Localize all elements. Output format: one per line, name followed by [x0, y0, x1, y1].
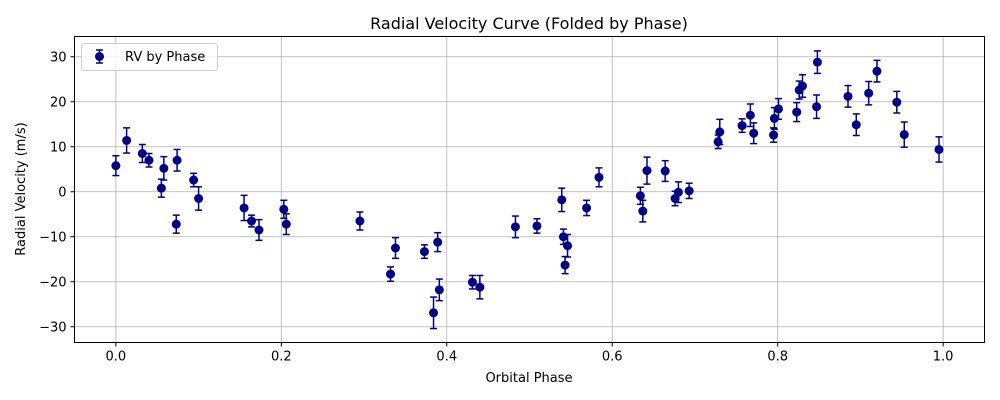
error-bars [112, 50, 943, 330]
data-point [159, 163, 169, 173]
data-point [510, 222, 520, 232]
data-point [419, 247, 429, 257]
data-point [239, 203, 249, 213]
data-point [582, 203, 592, 213]
data-point [769, 113, 779, 123]
data-point [558, 232, 568, 242]
data-point [872, 66, 882, 76]
data-point [434, 285, 444, 295]
x-tick-label: 0.6 [602, 350, 623, 365]
data-point [749, 128, 759, 138]
y-tick-label: 30 [50, 50, 67, 65]
y-tick-label: 10 [50, 140, 67, 155]
data-point [934, 144, 944, 154]
legend-box [81, 43, 218, 71]
data-point [792, 107, 802, 117]
legend-marker-icon [95, 52, 104, 61]
data-point [892, 97, 902, 107]
data-point [172, 155, 182, 165]
legend-label: RV by Phase [125, 50, 205, 65]
data-point [122, 135, 132, 145]
data-point [254, 225, 264, 235]
y-tick-label: −30 [39, 320, 66, 335]
data-point [475, 282, 485, 292]
data-point [812, 102, 822, 112]
plot-frame [74, 36, 985, 343]
data-point [194, 194, 204, 203]
data-point [189, 175, 199, 185]
data-point [156, 183, 166, 193]
x-tick-label: 0.8 [767, 350, 788, 365]
data-point [673, 187, 683, 197]
data-point [642, 166, 652, 176]
data-point [247, 216, 257, 226]
x-tick-label: 0.4 [436, 350, 457, 365]
data-point [355, 216, 365, 226]
x-axis-ticks: 0.0 0.2 0.4 0.6 0.8 1.0 [106, 342, 954, 365]
data-point [429, 308, 439, 318]
y-axis-ticks: −30 −20 −10 0 10 20 30 [39, 50, 75, 335]
data-point [899, 130, 909, 140]
x-tick-label: 0.0 [106, 350, 127, 365]
y-axis-label: Radial Velocity (m/s) [14, 122, 29, 255]
data-point [563, 241, 573, 251]
x-tick-label: 0.2 [271, 350, 292, 365]
grid-lines [74, 36, 985, 343]
y-tick-label: −20 [39, 275, 66, 290]
data-point [660, 166, 670, 176]
y-tick-label: 0 [58, 185, 66, 200]
x-tick-label: 1.0 [933, 350, 954, 365]
data-point [390, 243, 400, 253]
data-point [638, 206, 648, 216]
data-point [774, 104, 784, 114]
data-point [843, 91, 853, 101]
data-point [594, 172, 604, 182]
data-point [111, 161, 121, 171]
data-point [715, 127, 725, 137]
chart-title: Radial Velocity Curve (Folded by Phase) [370, 14, 688, 33]
legend: RV by Phase [81, 43, 218, 71]
y-tick-label: −10 [39, 230, 66, 245]
y-tick-label: 20 [50, 95, 67, 110]
data-point [433, 237, 443, 247]
data-point [745, 110, 755, 120]
data-point [279, 204, 289, 214]
data-point [560, 260, 570, 270]
data-point [851, 120, 861, 130]
data-point [144, 155, 154, 165]
data-point [557, 195, 567, 205]
data-point [532, 221, 542, 231]
data-point [864, 88, 874, 98]
data-point [769, 130, 779, 140]
data-point [467, 277, 477, 287]
data-point [812, 57, 822, 67]
data-point [737, 121, 747, 131]
data-point [798, 81, 807, 91]
data-point [713, 137, 723, 147]
data-point [635, 191, 645, 201]
data-point [171, 219, 181, 229]
x-axis-label: Orbital Phase [485, 371, 572, 386]
data-point [684, 186, 694, 196]
data-point [386, 269, 396, 279]
data-points [111, 57, 944, 318]
data-point [137, 149, 147, 158]
data-point [281, 219, 291, 229]
